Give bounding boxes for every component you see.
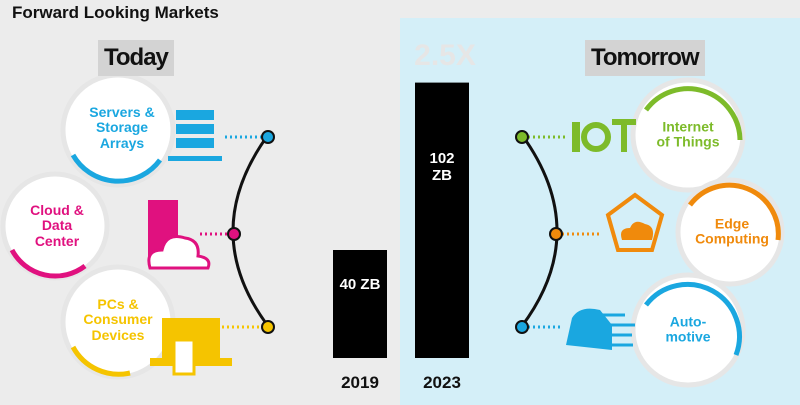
market-label: Servers & Storage Arrays	[89, 103, 155, 151]
tomorrow-label: Tomorrow	[585, 40, 705, 76]
x-tick-label: 2019	[341, 373, 379, 392]
bar	[333, 250, 387, 358]
market-label: Cloud & Data Center	[30, 201, 84, 249]
icons	[147, 110, 665, 376]
growth-annotation: 2.5X	[414, 39, 476, 72]
connectors	[200, 130, 600, 334]
market-label: PCs & Consumer Devices	[83, 295, 153, 343]
bar	[415, 82, 469, 358]
bars	[333, 82, 469, 358]
market-label: Auto-motive	[665, 313, 711, 345]
bar-value-label: 40 ZB	[339, 276, 381, 293]
today-label: Today	[98, 40, 174, 76]
bar-value-label: 102 ZB	[429, 150, 455, 184]
title: Forward Looking Markets	[12, 3, 219, 22]
x-tick-label: 2023	[423, 373, 461, 392]
market-label: Internet of Things	[656, 118, 720, 150]
market-label: Edge Computing	[695, 215, 769, 247]
market-circles	[0, 72, 785, 388]
